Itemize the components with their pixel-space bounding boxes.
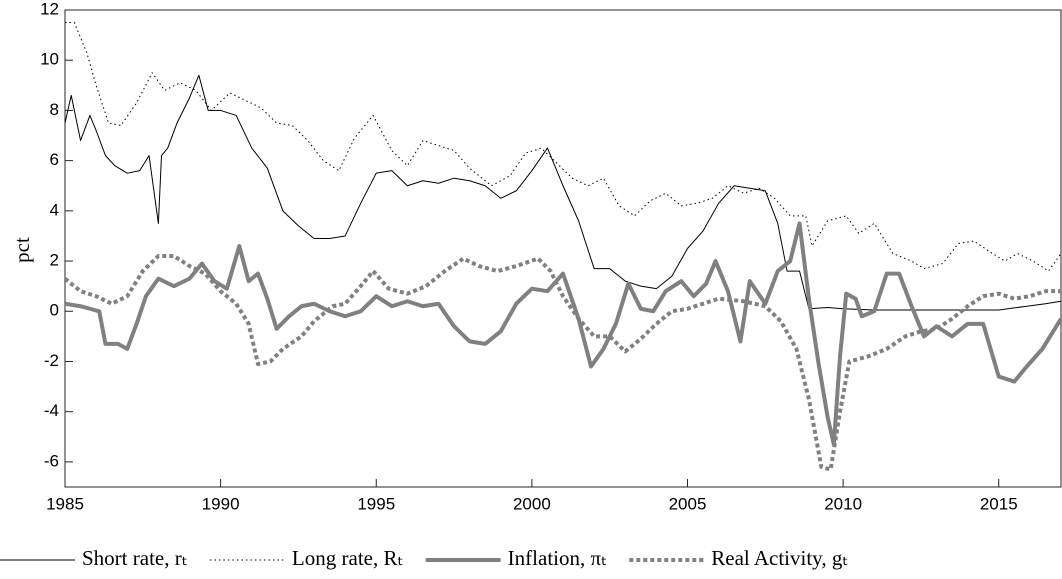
x-tick-label: 2010 xyxy=(824,494,862,513)
y-tick-label: 6 xyxy=(50,150,59,169)
legend-label: Real Activity, gₜ xyxy=(711,546,848,570)
y-tick-label: -4 xyxy=(44,401,59,420)
x-tick-label: 1985 xyxy=(46,494,84,513)
y-tick-label: 2 xyxy=(50,251,59,270)
y-axis-label: pct xyxy=(10,237,34,263)
y-tick-label: 0 xyxy=(50,301,59,320)
x-tick-label: 1995 xyxy=(357,494,395,513)
y-tick-label: 10 xyxy=(40,50,59,69)
y-tick-label: -2 xyxy=(44,351,59,370)
legend-label: Long rate, Rₜ xyxy=(292,546,404,570)
y-tick-label: 4 xyxy=(50,200,59,219)
x-tick-label: 2000 xyxy=(513,494,551,513)
y-tick-label: 12 xyxy=(40,0,59,18)
series-line xyxy=(65,74,1061,311)
y-tick-label: -6 xyxy=(44,451,59,470)
series-line xyxy=(65,22,1061,272)
legend-label: Short rate, rₜ xyxy=(82,546,188,570)
y-tick-label: 8 xyxy=(50,100,59,119)
series-line xyxy=(65,221,1061,447)
x-tick-label: 1990 xyxy=(202,494,240,513)
legend-label: Inflation, πₜ xyxy=(508,546,608,570)
x-tick-label: 2015 xyxy=(980,494,1018,513)
plot-frame xyxy=(64,9,1062,488)
x-tick-label: 2005 xyxy=(669,494,707,513)
series-line xyxy=(65,254,1061,472)
